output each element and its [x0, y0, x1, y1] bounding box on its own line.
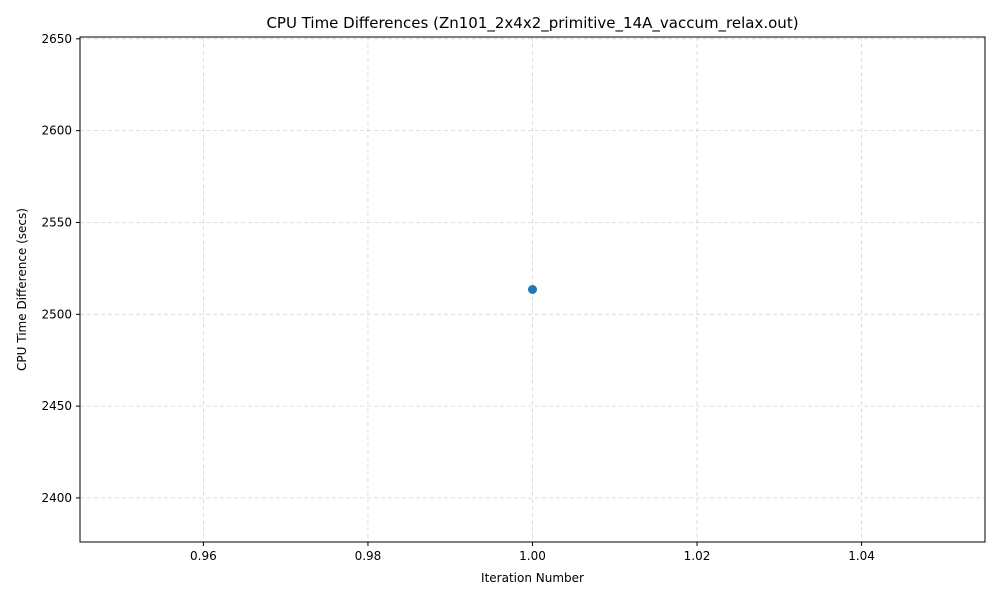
- x-tick-label: 0.96: [190, 549, 217, 563]
- y-axis-label: CPU Time Difference (secs): [15, 208, 29, 371]
- x-tick-label: 1.04: [848, 549, 875, 563]
- data-series: [528, 285, 537, 294]
- x-tick-label: 1.02: [684, 549, 711, 563]
- grid: [80, 37, 985, 542]
- x-axis-label: Iteration Number: [481, 571, 584, 585]
- x-tick-label: 1.00: [519, 549, 546, 563]
- x-axis-ticks: 0.96 0.98 1.00 1.02 1.04: [190, 542, 875, 563]
- y-tick-label: 2450: [41, 399, 72, 413]
- data-point: [528, 285, 537, 294]
- y-tick-label: 2400: [41, 491, 72, 505]
- y-axis-ticks: 2400 2450 2500 2550 2600 2650: [41, 32, 80, 505]
- x-tick-label: 0.98: [355, 549, 382, 563]
- chart-title: CPU Time Differences (Zn101_2x4x2_primit…: [266, 14, 798, 33]
- y-tick-label: 2550: [41, 215, 72, 229]
- y-tick-label: 2650: [41, 32, 72, 46]
- y-tick-label: 2500: [41, 307, 72, 321]
- y-tick-label: 2600: [41, 124, 72, 138]
